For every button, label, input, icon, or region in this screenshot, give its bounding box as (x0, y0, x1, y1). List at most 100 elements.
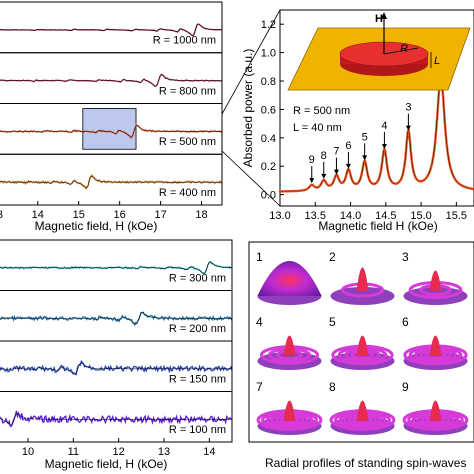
tr-data-point (406, 129, 410, 132)
mode-central-peak (356, 400, 369, 421)
tl-x-tick-label: 18 (195, 209, 207, 221)
peak-label-6: 6 (345, 140, 351, 152)
tl-x-tick-label: 15 (73, 209, 85, 221)
tl-fit-1 (0, 74, 222, 87)
mode-number-7: 7 (256, 380, 263, 394)
peak-arrow-head-6 (345, 163, 351, 169)
tr-x-tick-label: 15.0 (410, 210, 431, 222)
bl-fit-0 (0, 261, 232, 274)
tl-series-label-2: R = 500 nm (159, 136, 216, 148)
tr-data-point (371, 182, 375, 186)
tl-highlight-box (82, 108, 137, 150)
tr-data-point (333, 178, 336, 181)
peak-arrow-head-8 (321, 173, 327, 179)
peak-arrow-head-7 (333, 169, 339, 175)
bl-series-label-2: R = 150 nm (169, 373, 226, 385)
peak-arrow-head-3 (405, 125, 411, 131)
tr-data-point (445, 144, 449, 147)
tr-data-point (414, 176, 417, 180)
peak-label-8: 8 (321, 150, 327, 162)
tr-data-point (290, 189, 293, 193)
field-label: H (375, 13, 383, 25)
tr-data-point (294, 189, 297, 193)
bl-fit-2 (0, 362, 232, 375)
bl-fit-3 (0, 413, 232, 426)
peak-label-4: 4 (381, 120, 387, 132)
peak-label-9: 9 (309, 154, 315, 166)
tl-series-label-3: R = 400 nm (159, 187, 216, 199)
tr-absorbed-power-curve (280, 74, 474, 193)
mode-cell-6: 6 (402, 315, 468, 370)
tl-x-tick-label: 17 (154, 209, 166, 221)
tr-radius-annotation: R = 500 nm (293, 105, 350, 117)
tr-data-point (422, 179, 425, 182)
bl-x-tick-label: 12 (113, 446, 125, 458)
tr-data-point (356, 182, 359, 185)
tl-fit-3 (0, 175, 222, 189)
mode-number-8: 8 (329, 380, 336, 394)
tr-data-point (395, 182, 398, 185)
mode-number-1: 1 (256, 250, 263, 264)
bl-series-label-0: R = 300 nm (169, 272, 226, 284)
peak-label-7: 7 (333, 146, 339, 158)
tl-series-label-1: R = 800 nm (159, 85, 216, 97)
mode-cell-8: 8 (329, 380, 396, 435)
tr-x-tick-label: 13.0 (269, 210, 290, 222)
tl-fit-0 (0, 23, 222, 37)
mode-cell-5: 5 (329, 315, 395, 370)
bl-x-axis-label: Magnetic field, H (kOe) (45, 457, 168, 471)
bl-x-tick-label: 14 (203, 446, 215, 458)
tr-thickness-annotation: L = 40 nm (293, 122, 342, 134)
tr-data-point (344, 175, 348, 178)
mode-central-peak (283, 335, 296, 356)
tr-data-point (402, 166, 406, 169)
tr-y-axis-label: Absorbed power (a.u.) (241, 49, 255, 168)
peak-arrow-head-4 (381, 144, 387, 150)
mode-cell-4: 4 (256, 315, 322, 370)
tr-data-point (317, 185, 320, 188)
mode-cell-9: 9 (402, 380, 469, 435)
tr-data-point (309, 183, 313, 187)
tr-y-tick-label: 0.8 (261, 76, 276, 88)
chart-bottom-left: R = 300 nm R = 200 nm R = 150 nm R = 100 nm… (0, 239, 233, 471)
field-arrow-head (381, 12, 387, 19)
tr-x-tick-label: 13.5 (305, 210, 326, 222)
tr-data-point (337, 176, 340, 179)
mode-number-3: 3 (402, 250, 409, 264)
zoom-connector-bottom (221, 150, 281, 207)
bl-x-tick-label: 13 (158, 446, 170, 458)
chart-top-left: R = 1000 nm R = 800 nm R = 500 nm R = 400 n… (0, 1, 223, 233)
tr-data-point (457, 181, 460, 185)
mode-number-9: 9 (402, 380, 409, 394)
bl-fit-1 (0, 312, 232, 325)
tr-data-point (468, 187, 472, 190)
tr-data-point (313, 185, 317, 189)
tl-fit-2 (0, 125, 222, 138)
tr-data-point (278, 190, 282, 193)
tr-data-point (461, 184, 464, 187)
tr-x-tick-label: 14.0 (340, 210, 361, 222)
tr-y-tick-label: 1.0 (261, 48, 276, 60)
radius-label: R (400, 43, 408, 55)
bl-frame-3 (0, 391, 233, 443)
mode-cone (257, 261, 322, 296)
modes-panel: 1 2 3 4 5 6 7 8 9 Radial profiles of standing sp… (248, 241, 474, 470)
thickness-label: L (434, 55, 440, 67)
tr-y-tick-label: 0.2 (261, 161, 276, 173)
tr-data-point (302, 189, 305, 192)
radius-line (383, 47, 419, 55)
tr-data-point (325, 182, 328, 185)
tr-data-point (453, 177, 456, 180)
tr-data-point (321, 179, 324, 183)
zoom-connector-top (221, 9, 281, 115)
tr-y-tick-label: 0.6 (261, 104, 276, 116)
peak-arrow-head-9 (309, 178, 315, 184)
disk-inset: H R L (287, 12, 471, 91)
tr-data-point (410, 160, 414, 163)
tl-x-tick-label: 14 (32, 209, 44, 221)
tl-x-tick-label: 13 (0, 209, 3, 221)
tr-plot-frame (279, 9, 474, 207)
tl-x-tick-label: 16 (114, 209, 126, 221)
mode-number-4: 4 (256, 315, 263, 329)
mode-central-peak (283, 400, 296, 421)
